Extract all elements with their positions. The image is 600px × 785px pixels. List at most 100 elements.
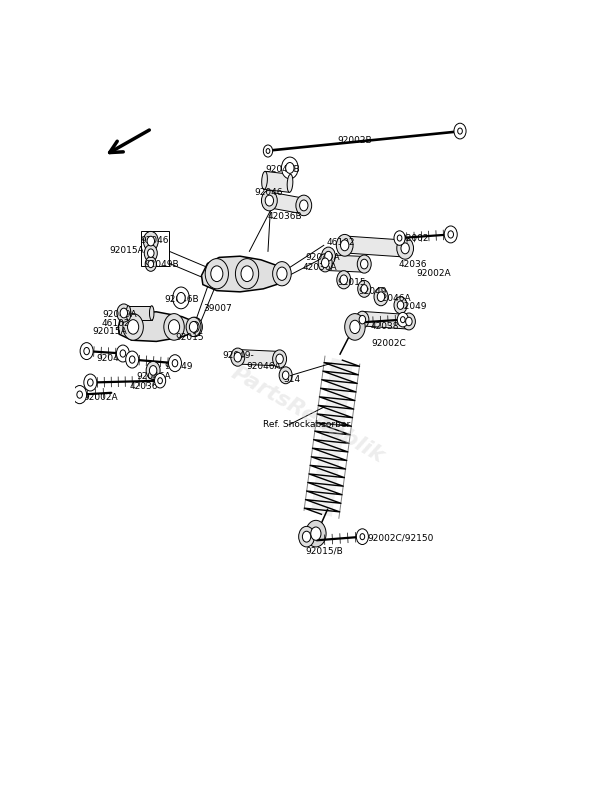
FancyBboxPatch shape bbox=[128, 306, 152, 320]
Ellipse shape bbox=[342, 236, 347, 253]
Text: 42036: 42036 bbox=[130, 382, 158, 391]
Circle shape bbox=[296, 195, 311, 216]
Circle shape bbox=[340, 275, 347, 285]
Circle shape bbox=[299, 200, 308, 211]
Text: PartsRepublik: PartsRepublik bbox=[227, 363, 388, 466]
Circle shape bbox=[403, 313, 415, 330]
Circle shape bbox=[149, 366, 157, 375]
Text: 314: 314 bbox=[283, 375, 301, 384]
FancyBboxPatch shape bbox=[268, 192, 305, 214]
Circle shape bbox=[191, 322, 199, 332]
Ellipse shape bbox=[277, 352, 282, 366]
Circle shape bbox=[318, 254, 332, 272]
Circle shape bbox=[205, 258, 229, 289]
Circle shape bbox=[120, 309, 128, 318]
Circle shape bbox=[322, 258, 329, 268]
Circle shape bbox=[186, 317, 201, 337]
Circle shape bbox=[172, 360, 178, 367]
Circle shape bbox=[148, 261, 154, 268]
Circle shape bbox=[164, 314, 184, 340]
Ellipse shape bbox=[403, 240, 408, 257]
Circle shape bbox=[177, 293, 185, 303]
Circle shape bbox=[144, 245, 157, 261]
Circle shape bbox=[77, 391, 82, 398]
Circle shape bbox=[397, 237, 413, 259]
Circle shape bbox=[377, 292, 385, 301]
Circle shape bbox=[235, 258, 259, 289]
Circle shape bbox=[299, 527, 314, 547]
Circle shape bbox=[148, 249, 154, 257]
Circle shape bbox=[337, 235, 353, 256]
Circle shape bbox=[279, 367, 292, 384]
Circle shape bbox=[337, 271, 351, 289]
Circle shape bbox=[80, 342, 93, 360]
Circle shape bbox=[158, 378, 163, 384]
Ellipse shape bbox=[407, 315, 411, 329]
Ellipse shape bbox=[362, 257, 367, 272]
Text: 46102: 46102 bbox=[326, 238, 355, 246]
Ellipse shape bbox=[267, 192, 272, 208]
Circle shape bbox=[454, 123, 466, 139]
Text: 46102: 46102 bbox=[102, 319, 130, 328]
Circle shape bbox=[283, 371, 289, 379]
Circle shape bbox=[117, 304, 131, 322]
Circle shape bbox=[286, 162, 294, 173]
Circle shape bbox=[358, 280, 371, 298]
Polygon shape bbox=[202, 256, 287, 292]
Circle shape bbox=[276, 354, 283, 363]
Circle shape bbox=[169, 319, 179, 334]
FancyBboxPatch shape bbox=[264, 171, 290, 192]
Circle shape bbox=[360, 534, 365, 539]
Text: 92049-: 92049- bbox=[223, 352, 254, 360]
Text: 42036: 42036 bbox=[398, 260, 427, 269]
Circle shape bbox=[190, 322, 198, 332]
Text: 92002B: 92002B bbox=[338, 137, 373, 145]
Circle shape bbox=[272, 261, 291, 286]
Text: 92049A: 92049A bbox=[305, 253, 340, 262]
Text: 92015: 92015 bbox=[175, 333, 203, 341]
Circle shape bbox=[265, 195, 274, 206]
Circle shape bbox=[325, 251, 332, 261]
Ellipse shape bbox=[323, 254, 328, 270]
Ellipse shape bbox=[126, 306, 131, 320]
Circle shape bbox=[356, 529, 368, 545]
Circle shape bbox=[123, 314, 143, 340]
Circle shape bbox=[272, 350, 287, 368]
FancyBboxPatch shape bbox=[238, 349, 280, 366]
Circle shape bbox=[241, 266, 253, 282]
Text: 92046: 92046 bbox=[254, 188, 283, 196]
Circle shape bbox=[356, 311, 369, 328]
Ellipse shape bbox=[301, 199, 307, 214]
Ellipse shape bbox=[149, 306, 154, 320]
Text: 92015/B: 92015/B bbox=[305, 546, 343, 555]
Polygon shape bbox=[118, 312, 197, 341]
Text: 92002A: 92002A bbox=[83, 393, 118, 402]
Circle shape bbox=[341, 240, 349, 250]
Circle shape bbox=[146, 361, 160, 379]
Text: 92002: 92002 bbox=[401, 234, 429, 243]
Text: 92049: 92049 bbox=[398, 302, 427, 312]
Circle shape bbox=[211, 266, 223, 282]
Circle shape bbox=[130, 356, 135, 363]
Circle shape bbox=[302, 531, 311, 542]
Circle shape bbox=[401, 316, 405, 323]
Circle shape bbox=[401, 243, 409, 254]
Circle shape bbox=[120, 350, 125, 357]
Ellipse shape bbox=[236, 349, 240, 364]
Circle shape bbox=[169, 355, 181, 371]
Circle shape bbox=[397, 312, 409, 327]
Circle shape bbox=[361, 259, 368, 269]
Circle shape bbox=[357, 255, 371, 273]
Circle shape bbox=[397, 235, 402, 241]
FancyBboxPatch shape bbox=[344, 236, 406, 257]
Text: 92049B: 92049B bbox=[266, 166, 300, 174]
Ellipse shape bbox=[262, 171, 268, 189]
Text: 92002C/92150: 92002C/92150 bbox=[367, 534, 433, 543]
Circle shape bbox=[344, 314, 365, 340]
Circle shape bbox=[84, 374, 97, 391]
Text: 42036A: 42036A bbox=[303, 262, 337, 272]
Text: 92046: 92046 bbox=[140, 236, 169, 245]
Text: 92049: 92049 bbox=[359, 287, 387, 296]
Circle shape bbox=[145, 257, 157, 272]
Circle shape bbox=[444, 226, 457, 243]
